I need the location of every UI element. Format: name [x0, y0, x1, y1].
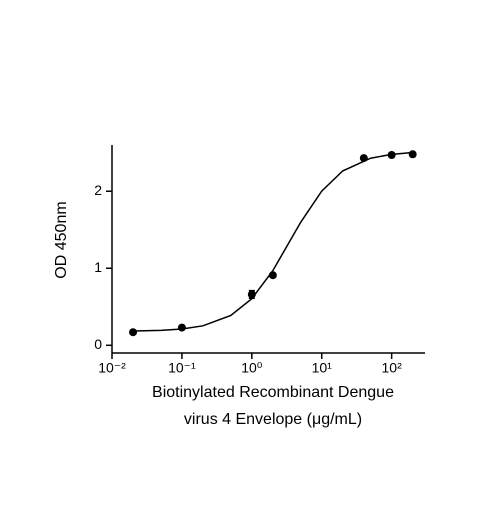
y-tick-label: 1: [94, 259, 102, 275]
y-tick-label: 2: [94, 182, 102, 198]
point: [387, 151, 396, 160]
x-axis-label: Biotinylated Recombinant Dengue: [152, 384, 394, 401]
x-tick-label: 10⁰: [241, 360, 263, 376]
fit-curve: [133, 151, 413, 332]
x-axis-label: virus 4 Envelope (μg/mL): [184, 411, 362, 428]
x-tick-label: 10⁻²: [98, 360, 126, 376]
x-tick-label: 10⁻¹: [168, 360, 196, 376]
point: [408, 150, 417, 159]
point: [359, 154, 368, 163]
point: [129, 328, 138, 337]
point: [177, 323, 186, 332]
point: [247, 290, 256, 299]
x-tick-label: 10¹: [312, 360, 333, 376]
point: [268, 271, 277, 280]
y-tick-label: 0: [94, 336, 102, 352]
x-tick-label: 10²: [382, 360, 403, 376]
y-axis-label: OD 450nm: [53, 201, 70, 278]
